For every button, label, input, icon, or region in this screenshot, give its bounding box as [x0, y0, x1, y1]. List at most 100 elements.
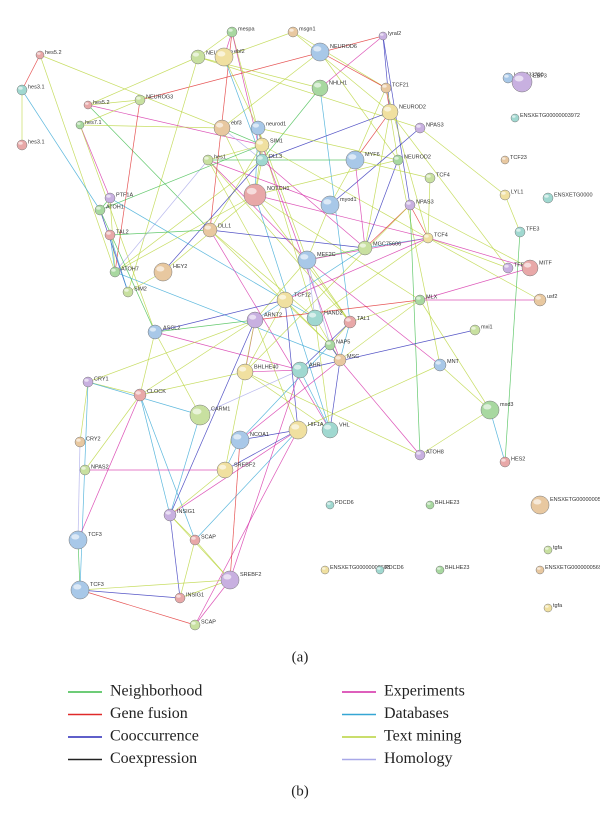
node-highlight [324, 424, 332, 430]
node-highlight [426, 174, 431, 178]
edge [254, 194, 331, 431]
node-highlight [18, 141, 23, 145]
legend: Neighborhood Gene fusion Cooccurrence Coexp… [68, 683, 465, 767]
edge [397, 159, 441, 366]
node-label: EBF3 [533, 73, 547, 79]
node-label: hes7.1 [85, 120, 102, 126]
edge [354, 159, 431, 179]
edge [87, 56, 199, 106]
edge [261, 144, 341, 361]
node-highlight [71, 534, 80, 540]
edge [199, 369, 301, 416]
edge [194, 579, 231, 626]
node-highlight [424, 234, 429, 238]
node-highlight [252, 123, 260, 128]
edge [79, 99, 141, 126]
edge [154, 331, 201, 416]
edge [319, 35, 384, 89]
node-highlight [437, 567, 441, 570]
node [230, 430, 250, 450]
node-highlight [323, 199, 332, 205]
node [189, 619, 201, 631]
node-label: ebf2 [234, 49, 245, 55]
node-label: NAP5 [336, 339, 350, 345]
node-label: ATOH1 [106, 204, 124, 210]
node [147, 324, 163, 340]
node [202, 154, 214, 166]
edge [244, 299, 286, 373]
node [435, 565, 445, 575]
node-highlight [348, 154, 357, 160]
edge [292, 31, 387, 89]
node-label: CRY1 [94, 376, 109, 382]
edge [87, 381, 141, 396]
node-label: VHL [339, 423, 350, 429]
edge [261, 111, 391, 161]
node-label: ENSXETG00000008603 [330, 565, 390, 571]
edge [299, 329, 476, 371]
node-highlight [291, 424, 300, 430]
node [94, 204, 106, 216]
edge [244, 204, 411, 373]
node [499, 456, 511, 468]
node-highlight [501, 458, 506, 462]
node-highlight [545, 547, 549, 550]
edge [79, 381, 89, 591]
edge [409, 204, 531, 269]
node [533, 293, 547, 307]
node [325, 500, 335, 510]
node-label: LYL1 [511, 189, 523, 195]
node-highlight [483, 404, 492, 410]
node [499, 189, 511, 201]
edge [79, 124, 156, 333]
legend-label: Cooccurrence [110, 728, 199, 745]
node [500, 155, 510, 165]
node [104, 229, 116, 241]
edge [409, 204, 429, 239]
legend-label: Gene fusion [110, 705, 188, 722]
node-label: MITF [539, 261, 552, 267]
node-highlight [81, 466, 86, 470]
node [510, 113, 520, 123]
node [542, 192, 554, 204]
node-label: tgfa [553, 603, 563, 609]
edge [419, 127, 506, 196]
node-label: MYF6 [365, 152, 380, 158]
node [378, 31, 388, 41]
node-highlight [217, 51, 226, 57]
node-highlight [504, 74, 509, 78]
edge [221, 127, 256, 196]
node-label: PDCD6 [385, 565, 404, 571]
legend-label: Databases [384, 705, 449, 722]
edge [427, 177, 431, 239]
node-highlight [544, 194, 549, 198]
node [79, 464, 91, 476]
edge [194, 429, 299, 541]
edge [221, 51, 321, 129]
legend-label: Coexpression [110, 750, 197, 767]
edge [77, 441, 81, 541]
node [357, 240, 373, 256]
node-highlight [406, 201, 411, 205]
edge [139, 371, 246, 396]
edge [114, 159, 209, 273]
node-label: mxd3 [500, 402, 513, 408]
node-label: MEF2C [317, 252, 336, 258]
edge [224, 319, 256, 471]
node [174, 592, 186, 604]
node-highlight [326, 341, 331, 345]
legend-label: Experiments [384, 683, 465, 700]
node-highlight [204, 156, 209, 160]
edge [254, 259, 308, 321]
edge [207, 159, 351, 323]
node-highlight [219, 464, 227, 470]
node-highlight [504, 264, 509, 268]
edge [207, 159, 308, 261]
edge [239, 359, 341, 441]
node-label: msgn1 [299, 26, 316, 32]
node-label: BHLHE23 [445, 565, 469, 571]
node [414, 294, 426, 306]
node [220, 570, 240, 590]
node-label: ATOH7 [121, 266, 139, 272]
